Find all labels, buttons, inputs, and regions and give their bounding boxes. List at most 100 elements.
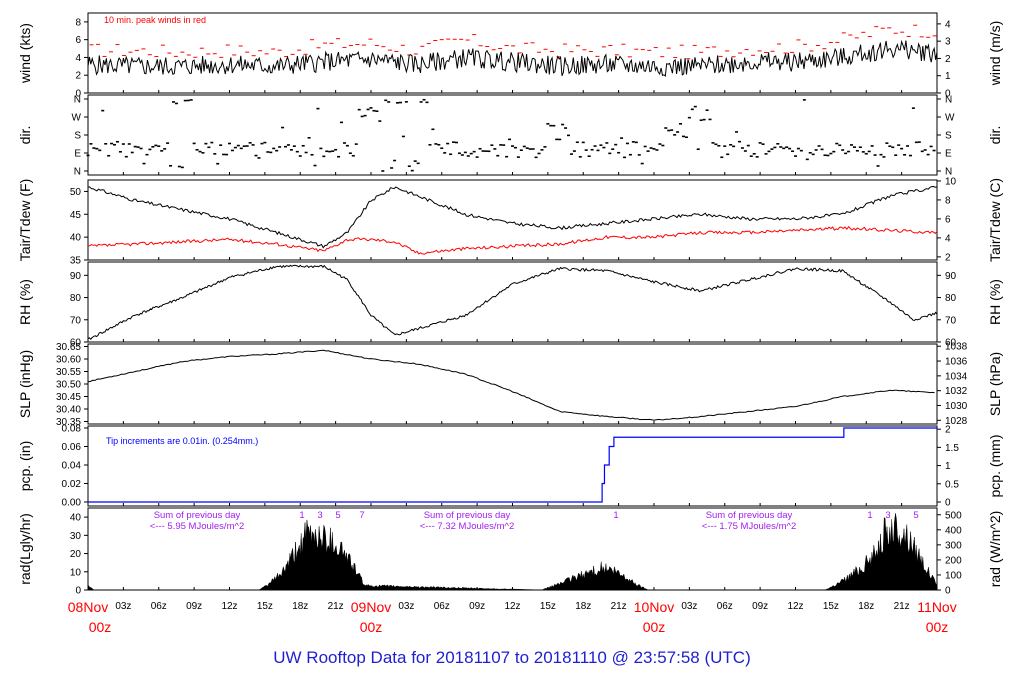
y-tick-label: 50 bbox=[70, 187, 82, 198]
x-tick-label: 18z bbox=[575, 601, 591, 612]
y-right-tick-label: 3 bbox=[945, 37, 951, 48]
radiation-hour-mark: 3 bbox=[885, 510, 890, 521]
y-right-tick-label: 4 bbox=[945, 233, 951, 244]
radiation-day-sum-value: <--- 7.32 MJoules/m^2 bbox=[420, 521, 514, 532]
series-line-slp bbox=[87, 349, 935, 421]
radiation-hour-mark: 1 bbox=[613, 510, 618, 521]
radiation-day-sum-value: <--- 5.95 MJoules/m^2 bbox=[150, 521, 244, 532]
radiation-hour-mark: 5 bbox=[913, 510, 918, 521]
x-day-label: 11Nov bbox=[917, 599, 956, 615]
y-tick-label: N bbox=[74, 167, 81, 178]
series-line-tair bbox=[88, 185, 938, 249]
y-tick-label: 0 bbox=[75, 586, 81, 597]
ylabel-wind: wind (kts) bbox=[17, 23, 33, 84]
y-tick-label: 40 bbox=[70, 513, 82, 524]
wind-annotation: 10 min. peak winds in red bbox=[104, 15, 206, 25]
y-tick-label: 30.45 bbox=[56, 392, 81, 403]
panel-frame-direction bbox=[87, 94, 938, 176]
y-tick-label: 30.40 bbox=[56, 405, 81, 416]
y-right-tick-label: 1038 bbox=[945, 342, 968, 353]
series-line-rh bbox=[87, 264, 938, 340]
ylabel-right-wind: wind (m/s) bbox=[987, 21, 1003, 87]
y-right-tick-label: 0 bbox=[945, 586, 951, 597]
y-tick-label: 0.00 bbox=[62, 498, 82, 509]
panel-frame-rh bbox=[87, 261, 938, 343]
y-tick-label: 30.55 bbox=[56, 367, 81, 378]
x-tick-label: 21z bbox=[894, 601, 910, 612]
y-tick-label: 35 bbox=[70, 256, 82, 267]
y-right-tick-label: 90 bbox=[945, 271, 957, 282]
y-right-tick-label: 70 bbox=[945, 315, 957, 326]
x-day-z-label: 00z bbox=[360, 619, 383, 635]
y-right-tick-label: 1030 bbox=[945, 401, 968, 412]
x-tick-label: 06z bbox=[151, 601, 167, 612]
ylabel-precipitation: pcp. (in) bbox=[17, 441, 33, 492]
y-tick-label: 10 bbox=[70, 567, 82, 578]
series-line-wind bbox=[87, 39, 938, 77]
y-tick-label: 6 bbox=[75, 35, 81, 46]
x-tick-label: 06z bbox=[434, 601, 450, 612]
x-tick-label: 18z bbox=[858, 601, 874, 612]
y-right-tick-label: 1.5 bbox=[945, 443, 959, 454]
y-tick-label: 30.65 bbox=[56, 342, 81, 353]
y-right-tick-label: E bbox=[945, 149, 952, 160]
x-tick-label: 09z bbox=[186, 601, 202, 612]
y-tick-label: 0 bbox=[75, 89, 81, 100]
y-right-tick-label: 60 bbox=[945, 338, 957, 349]
y-right-tick-label: 0.5 bbox=[945, 479, 959, 490]
ylabel-right-radiation: rad (W/m^2) bbox=[987, 511, 1003, 588]
footer-title: UW Rooftop Data for 20181107 to 20181110… bbox=[273, 648, 751, 667]
y-tick-label: 45 bbox=[70, 210, 82, 221]
y-tick-label: 80 bbox=[70, 293, 82, 304]
y-right-tick-label: 100 bbox=[945, 570, 962, 581]
panel-frame-temperature bbox=[87, 179, 938, 261]
y-tick-label: 0.02 bbox=[62, 479, 82, 490]
panel-frame-pressure bbox=[87, 343, 938, 425]
y-right-tick-label: 10 bbox=[945, 176, 957, 187]
y-right-tick-label: 1034 bbox=[945, 371, 968, 382]
y-tick-label: 70 bbox=[70, 315, 82, 326]
ylabel-rh: RH (%) bbox=[17, 279, 33, 325]
y-right-tick-label: 1 bbox=[945, 461, 951, 472]
radiation-day-sum-label: Sum of previous day bbox=[424, 510, 511, 521]
radiation-hour-mark: 1 bbox=[299, 510, 304, 521]
y-tick-label: W bbox=[72, 113, 82, 124]
y-tick-label: 0.08 bbox=[62, 424, 82, 435]
meteogram-chart: wind (kts) wind (m/s) dir. dir. Tair/Tdew (F… bbox=[17, 12, 1003, 635]
y-right-tick-label: 8 bbox=[945, 195, 951, 206]
radiation-day-sum-value: <--- 1.75 MJoules/m^2 bbox=[702, 521, 796, 532]
y-right-tick-label: S bbox=[945, 131, 952, 142]
y-right-tick-label: 400 bbox=[945, 525, 962, 536]
x-day-z-label: 00z bbox=[926, 619, 949, 635]
x-tick-label: 12z bbox=[504, 601, 520, 612]
x-day-z-label: 00z bbox=[89, 619, 112, 635]
x-day-z-label: 00z bbox=[643, 619, 666, 635]
x-tick-label: 15z bbox=[257, 601, 273, 612]
y-right-tick-label: 6 bbox=[945, 214, 951, 225]
y-right-tick-label: 500 bbox=[945, 510, 962, 521]
y-tick-label: 30.60 bbox=[56, 355, 81, 366]
y-tick-label: 2 bbox=[75, 71, 81, 82]
y-tick-label: E bbox=[74, 149, 81, 160]
ylabel-temperature: Tair/Tdew (F) bbox=[17, 179, 33, 261]
y-tick-label: 30.50 bbox=[56, 380, 81, 391]
series-line-pcp bbox=[88, 427, 937, 503]
y-right-tick-label: 1028 bbox=[945, 416, 968, 427]
y-right-tick-label: N bbox=[945, 95, 952, 106]
y-tick-label: S bbox=[74, 131, 81, 142]
y-tick-label: 4 bbox=[75, 53, 81, 64]
x-tick-label: 03z bbox=[115, 601, 131, 612]
ylabel-direction: dir. bbox=[17, 126, 33, 145]
y-tick-label: 8 bbox=[75, 17, 81, 28]
x-tick-label: 21z bbox=[611, 601, 627, 612]
x-tick-label: 09z bbox=[752, 601, 768, 612]
radiation-hour-mark: 1 bbox=[867, 510, 872, 521]
ylabel-right-precipitation: pcp. (mm) bbox=[987, 435, 1003, 498]
y-right-tick-label: N bbox=[945, 167, 952, 178]
x-tick-label: 06z bbox=[717, 601, 733, 612]
x-tick-label: 18z bbox=[292, 601, 308, 612]
y-right-tick-label: 300 bbox=[945, 540, 962, 551]
x-tick-label: 15z bbox=[823, 601, 839, 612]
y-right-tick-label: 80 bbox=[945, 293, 957, 304]
